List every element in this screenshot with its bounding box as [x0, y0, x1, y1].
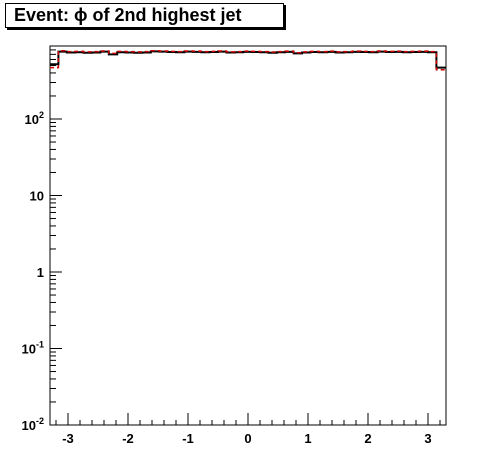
y-tick-label: 10: [30, 188, 44, 203]
x-tick-label: 3: [424, 431, 431, 446]
plot-frame: [49, 45, 447, 426]
y-tick-base: 1: [37, 265, 44, 280]
x-tick-label: -1: [182, 431, 194, 446]
y-tick-exponent: 2: [39, 110, 44, 120]
y-tick-label: 10-2: [22, 416, 44, 433]
x-tick-label: 0: [244, 431, 251, 446]
y-tick-label: 1: [37, 265, 44, 280]
x-tick-label: -3: [62, 431, 74, 446]
y-tick-base: 10: [25, 112, 39, 127]
x-tick-label: 2: [364, 431, 371, 446]
y-tick-exponent: -2: [36, 416, 44, 426]
y-tick-label: 10-1: [22, 339, 44, 356]
chart-title: Event: ϕ of 2nd highest jet: [5, 3, 284, 28]
y-tick-base: 10: [30, 188, 44, 203]
histogram-series-2-line: [50, 50, 446, 71]
x-tick-label: -2: [122, 431, 134, 446]
y-tick-label: 102: [25, 110, 44, 127]
x-tick-label: 1: [304, 431, 311, 446]
y-tick-base: 10: [22, 341, 36, 356]
series-layer: [50, 50, 446, 71]
y-tick-exponent: -1: [36, 339, 44, 349]
y-tick-base: 10: [22, 418, 36, 433]
x-axis: -3 -2 -1 0 1 2 3: [55, 413, 441, 446]
